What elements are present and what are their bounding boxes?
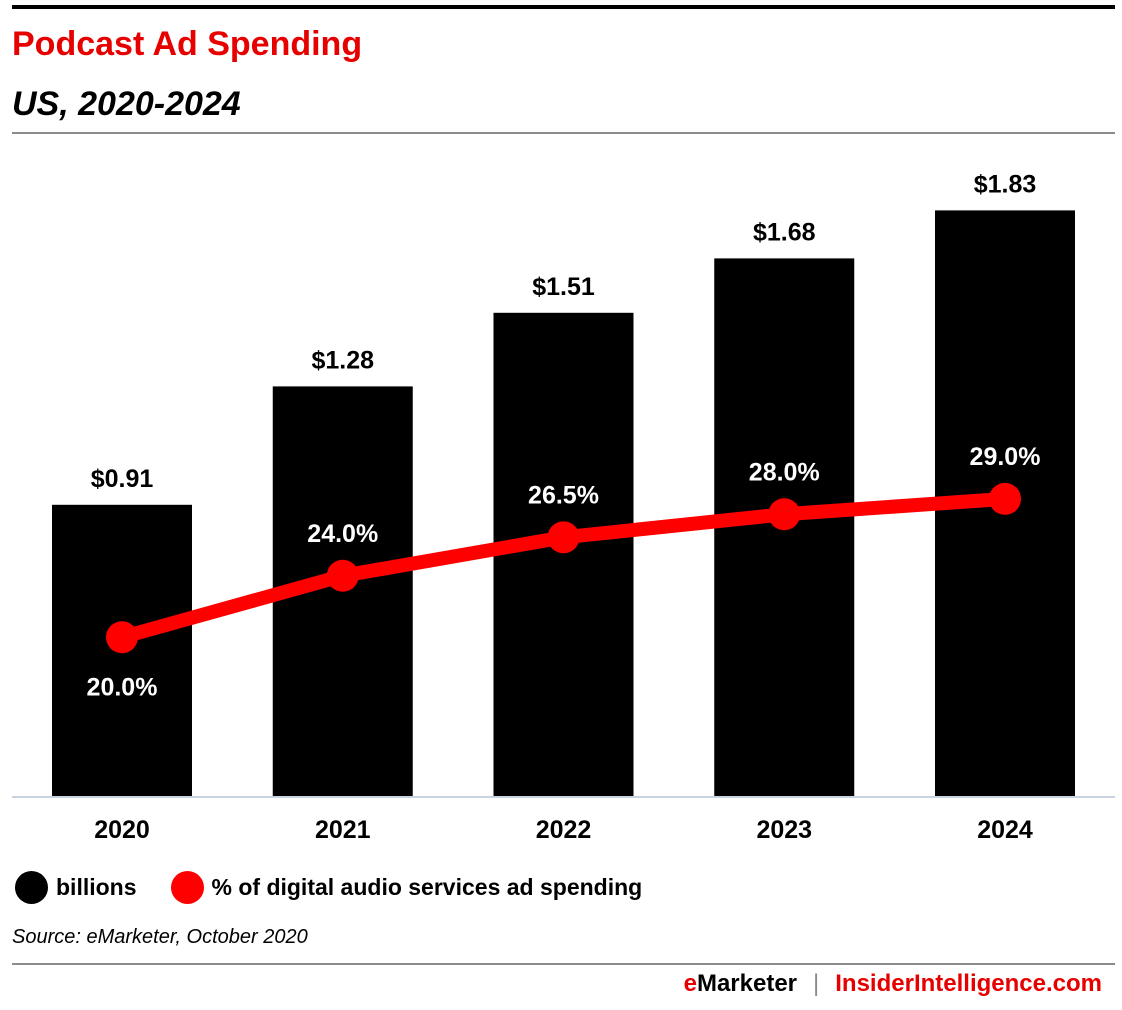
footer-separator: | (813, 970, 820, 997)
line-point-2024 (989, 482, 1021, 515)
legend-item-percent: % of digital audio services ad spending (170, 870, 643, 904)
legend-label-percent: % of digital audio services ad spending (211, 873, 643, 900)
legend-item-billions: billions (15, 870, 137, 904)
x-tick-label-2021: 2021 (315, 816, 371, 844)
brand-name: Marketer (696, 970, 798, 997)
brand-e: e (683, 970, 697, 997)
chart-subtitle: US, 2020-2024 (12, 85, 241, 123)
chart-title: Podcast Ad Spending (12, 25, 363, 63)
line-value-label-2023: 28.0% (749, 458, 820, 486)
line-value-label-2021: 24.0% (307, 520, 378, 548)
legend-swatch-billions (15, 870, 48, 904)
line-point-2020 (106, 621, 138, 654)
top-rule (12, 5, 1115, 9)
line-point-2022 (547, 521, 580, 554)
brand-site-link[interactable]: InsiderIntelligence.com (835, 970, 1102, 997)
header-divider (12, 132, 1115, 134)
x-tick-label-2020: 2020 (94, 816, 150, 844)
bar-value-label-2023: $1.68 (753, 218, 816, 246)
line-value-label-2022: 26.5% (528, 481, 599, 509)
x-tick-label-2022: 2022 (536, 816, 592, 844)
line-value-label-2024: 29.0% (970, 443, 1041, 471)
bar-value-label-2024: $1.83 (974, 170, 1037, 198)
legend-label-billions: billions (56, 873, 137, 900)
footer-divider (12, 963, 1115, 965)
bar-value-label-2022: $1.51 (532, 273, 595, 301)
footer-branding: e Marketer | InsiderIntelligence.com (684, 966, 1102, 1002)
bar-value-label-2021: $1.28 (311, 346, 374, 374)
line-value-label-2020: 20.0% (87, 673, 158, 701)
x-tick-label-2023: 2023 (756, 816, 812, 844)
line-point-2021 (326, 559, 359, 592)
line-point-2023 (768, 498, 801, 531)
legend-swatch-percent (170, 870, 204, 904)
source-note: Source: eMarketer, October 2020 (12, 926, 308, 948)
x-tick-label-2024: 2024 (977, 816, 1033, 844)
chart-area: $0.91 $1.28 $1.51 $1.68 $1.83 2020 2021 2022 202… (12, 170, 1115, 844)
bar-2022 (493, 312, 634, 796)
bar-value-label-2020: $0.91 (91, 465, 154, 493)
legend: billions % of digital audio services ad … (15, 868, 676, 906)
